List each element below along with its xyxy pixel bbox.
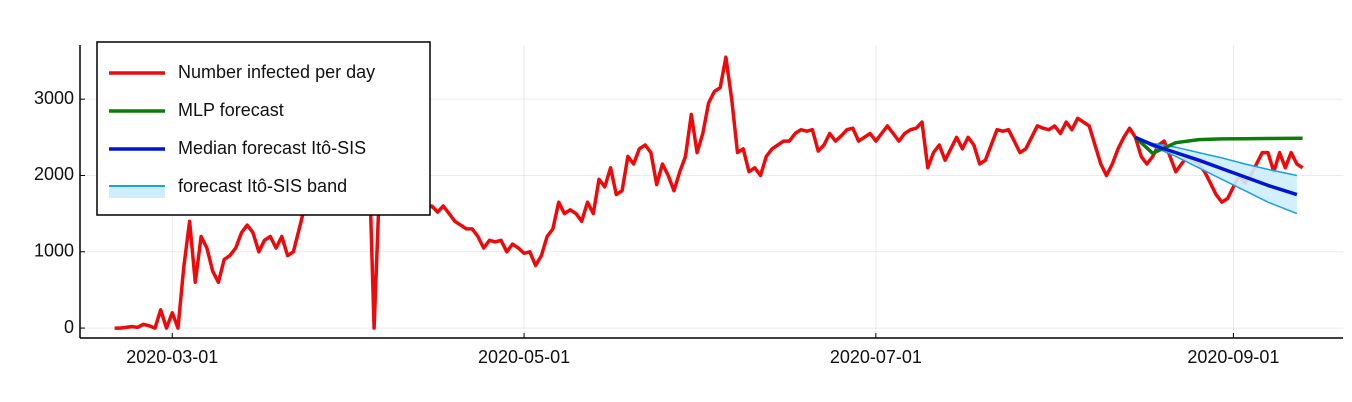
legend-label: MLP forecast [178, 100, 284, 120]
y-tick-label: 2000 [34, 164, 74, 184]
x-tick-label: 2020-07-01 [830, 347, 922, 367]
y-tick-label: 1000 [34, 241, 74, 261]
band-lower [1135, 136, 1298, 215]
legend-label: Median forecast Itô-SIS [178, 138, 366, 158]
x-tick-label: 2020-03-01 [126, 347, 218, 367]
series-line [1134, 135, 1298, 197]
series-line [1134, 136, 1303, 156]
band-upper [1135, 136, 1298, 177]
y-tick-label: 3000 [34, 88, 74, 108]
legend-label: Number infected per day [178, 62, 375, 82]
legend-swatch [109, 186, 165, 198]
y-tick-label: 0 [64, 317, 74, 337]
legend-label: forecast Itô-SIS band [178, 176, 347, 196]
x-tick-label: 2020-09-01 [1187, 347, 1279, 367]
x-tick-label: 2020-05-01 [478, 347, 570, 367]
